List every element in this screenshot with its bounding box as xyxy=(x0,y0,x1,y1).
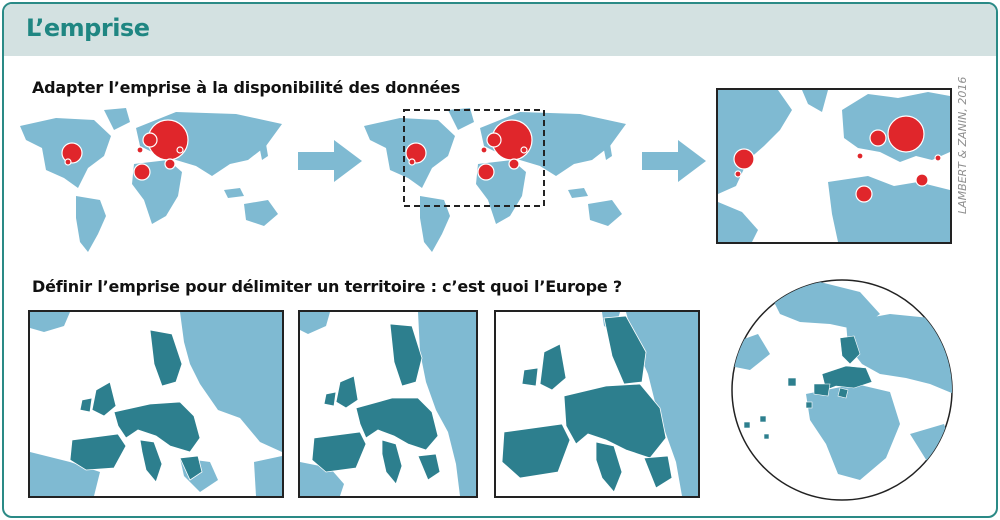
data-point xyxy=(734,170,742,178)
data-point xyxy=(520,146,528,154)
extent-box xyxy=(403,109,545,207)
arrow-1 xyxy=(298,140,362,182)
australia xyxy=(244,200,278,226)
globe-map xyxy=(731,279,953,501)
greenland xyxy=(104,108,130,130)
data-point xyxy=(408,158,416,166)
data-point xyxy=(486,132,502,148)
data-point xyxy=(934,154,942,162)
indonesia xyxy=(224,188,244,198)
zoomed-extent-map xyxy=(716,88,952,244)
data-point xyxy=(64,158,72,166)
europe-map-c xyxy=(494,310,700,498)
data-point xyxy=(133,163,151,181)
overseas-territory xyxy=(759,415,767,423)
data-point xyxy=(855,185,873,203)
data-point xyxy=(480,146,488,154)
data-point xyxy=(477,163,495,181)
europe-map-b xyxy=(298,310,478,498)
europe-map-a xyxy=(28,310,284,498)
overseas-territory xyxy=(805,401,813,409)
section1-heading: Adapter l’emprise à la disponibilité des… xyxy=(32,78,461,97)
data-point xyxy=(915,173,929,187)
arrow-2 xyxy=(642,140,706,182)
data-point xyxy=(508,158,520,170)
data-point xyxy=(887,115,925,153)
figure-title: L’emprise xyxy=(26,14,150,42)
overseas-territory xyxy=(743,421,751,429)
south-america xyxy=(76,196,106,252)
overseas-territory xyxy=(763,433,770,440)
credit-text: LAMBERT & ZANIN, 2016 xyxy=(956,76,969,214)
header-band: L’emprise xyxy=(4,4,996,56)
data-point xyxy=(405,142,427,164)
data-point xyxy=(136,146,144,154)
data-point xyxy=(61,142,83,164)
japan xyxy=(260,144,268,160)
data-point xyxy=(176,146,184,154)
data-point xyxy=(733,148,755,170)
section2-heading: Définir l’emprise pour délimiter un terr… xyxy=(32,277,622,296)
data-point xyxy=(142,132,158,148)
overseas-territory xyxy=(787,377,797,387)
world-map-2 xyxy=(364,108,626,252)
data-point xyxy=(856,152,864,160)
world-map-1 xyxy=(20,108,282,252)
data-point xyxy=(164,158,176,170)
data-point xyxy=(869,129,887,147)
